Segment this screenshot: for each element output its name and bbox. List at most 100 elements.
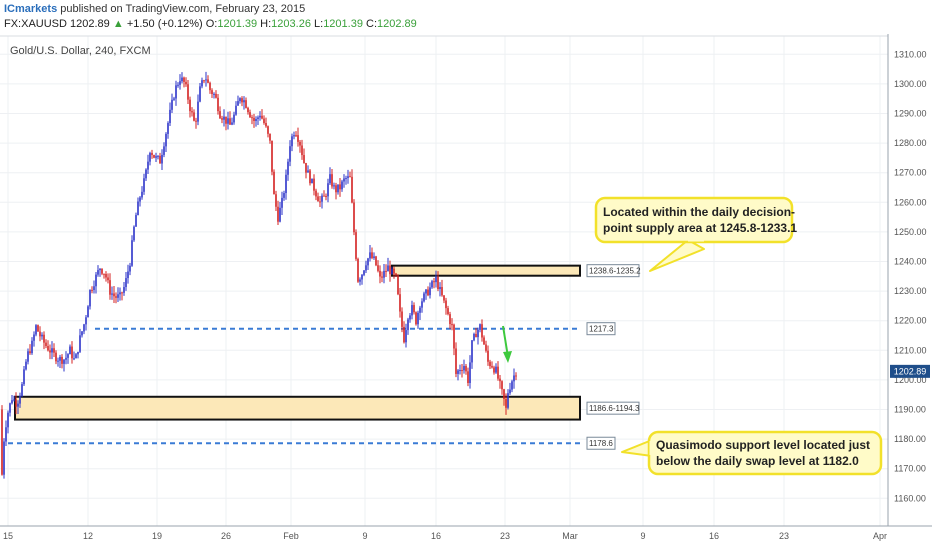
level-tag-box xyxy=(586,436,616,450)
candle-body xyxy=(255,118,257,121)
candle-body xyxy=(427,289,429,296)
grid xyxy=(0,36,888,526)
time-tick-label: 16 xyxy=(431,531,441,541)
candle-body xyxy=(511,381,513,390)
candle-body xyxy=(279,207,281,222)
candle-body xyxy=(163,146,165,155)
candle-body xyxy=(63,359,65,364)
candle-body xyxy=(85,317,87,325)
publisher-brand[interactable]: ICmarkets xyxy=(4,3,58,15)
candle-body xyxy=(393,268,395,274)
candle-body xyxy=(231,122,233,125)
last-price: 1202.89 xyxy=(70,18,110,30)
candle-body xyxy=(35,325,37,335)
last-price-tag: 1202.89 xyxy=(890,364,930,378)
candle-body xyxy=(215,93,217,98)
annotation-supply: Located within the daily decision- point… xyxy=(594,196,797,272)
candle-body xyxy=(267,126,269,134)
candle-body xyxy=(263,118,265,124)
candle-body xyxy=(205,79,207,81)
time-tick-label: 12 xyxy=(83,531,93,541)
candle-body xyxy=(141,191,143,198)
candle-body xyxy=(45,342,47,347)
candle-body xyxy=(359,279,361,282)
price-tick-label: 1310.00 xyxy=(894,49,927,59)
candle-body xyxy=(409,315,411,320)
candle-body xyxy=(239,98,241,102)
candle-body xyxy=(73,358,75,360)
candle-body xyxy=(49,350,51,353)
candle-body xyxy=(503,389,505,399)
price-tick-label: 1200.00 xyxy=(894,375,927,385)
level-tag-box xyxy=(586,401,640,415)
candle-body xyxy=(437,276,439,289)
levels-layer: 1238.6-1235.2 1217.3 1186.6-1194.3 1178.6 xyxy=(8,264,641,450)
candle-body xyxy=(351,176,353,203)
annotation-quasimodo-line1: Quasimodo support level located just xyxy=(656,438,870,452)
candle-body xyxy=(133,226,135,241)
time-tick-label: Mar xyxy=(562,531,578,541)
candle-body xyxy=(91,289,93,291)
candle-body xyxy=(513,375,515,382)
candle-body xyxy=(11,400,13,404)
candle-body xyxy=(471,340,473,363)
candle-body xyxy=(177,84,179,86)
candle-body xyxy=(451,324,453,326)
candle-body xyxy=(81,331,83,336)
up-arrow-icon: ▲ xyxy=(112,18,124,30)
time-axis[interactable]: 15 12 19 26 Feb 9 16 23 Mar 9 16 23 Apr xyxy=(3,531,887,541)
time-tick-label: 23 xyxy=(779,531,789,541)
candle-body xyxy=(107,277,109,281)
candle-body xyxy=(171,99,173,110)
candle-body xyxy=(227,118,229,124)
candle-body xyxy=(29,351,31,354)
candle-body xyxy=(13,399,15,401)
candle-body xyxy=(413,305,415,313)
candle-body xyxy=(93,286,95,291)
high-label: H: xyxy=(260,18,272,30)
candle-body xyxy=(367,258,369,266)
price-axis[interactable]: 1310.00 1300.00 1290.00 1280.00 1270.00 1260.… xyxy=(894,49,927,503)
candle-body xyxy=(463,366,465,371)
candle-body xyxy=(187,84,189,100)
price-chart[interactable]: Gold/U.S. Dollar, 240, FXCM 1238.6-1235.… xyxy=(0,34,932,550)
candle-body xyxy=(371,252,373,258)
candle-body xyxy=(151,152,153,155)
candle-body xyxy=(275,194,277,207)
candle-body xyxy=(469,362,471,384)
candle-body xyxy=(357,258,359,282)
candle-body xyxy=(111,293,113,295)
high-value: 1203.26 xyxy=(271,18,311,30)
candle-body xyxy=(453,324,455,349)
candle-body xyxy=(345,178,347,180)
candle-body xyxy=(67,354,69,358)
candle-body xyxy=(321,195,323,202)
candle-body xyxy=(429,287,431,296)
candle-body xyxy=(37,325,39,332)
price-tick-label: 1270.00 xyxy=(894,168,927,178)
candle-body xyxy=(3,441,5,475)
candle-body xyxy=(159,155,161,164)
candle-body xyxy=(137,201,139,216)
last-price-tag-box xyxy=(890,364,930,378)
candle-body xyxy=(103,273,105,275)
candle-body xyxy=(377,265,379,271)
candle-body xyxy=(123,287,125,293)
candle-body xyxy=(127,271,129,279)
candle-body xyxy=(161,154,163,164)
candle-body xyxy=(389,265,391,275)
candle-body xyxy=(243,100,245,103)
level-tag-box xyxy=(586,264,640,278)
candle-body xyxy=(97,270,99,275)
symbol-label[interactable]: FX:XAUUSD xyxy=(4,18,67,30)
annotation-quasimodo-line2: below the daily swap level at 1182.0 xyxy=(656,454,859,468)
candle-body xyxy=(363,270,365,275)
candle-body xyxy=(323,195,325,197)
candle-body xyxy=(487,350,489,362)
candle-body xyxy=(269,133,271,141)
candle-body xyxy=(475,333,477,338)
low-value: 1201.39 xyxy=(323,18,363,30)
candle-body xyxy=(155,156,157,158)
candle-body xyxy=(59,356,61,361)
candle-body xyxy=(457,370,459,374)
